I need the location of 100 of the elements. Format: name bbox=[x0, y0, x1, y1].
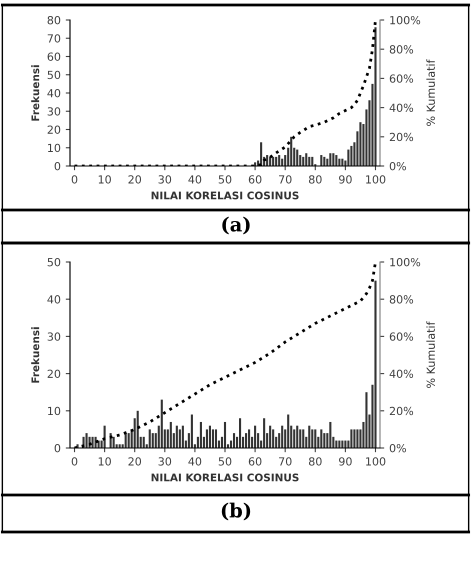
bar bbox=[278, 155, 280, 166]
bar bbox=[178, 429, 181, 448]
y2-tick-label: 40% bbox=[390, 370, 414, 378]
y2-tick-label: 80% bbox=[390, 45, 414, 54]
x-tick-label: 60 bbox=[248, 457, 262, 466]
bar bbox=[86, 433, 88, 448]
y-tick-label: 80 bbox=[48, 16, 60, 24]
y-tick-label: 10 bbox=[48, 144, 60, 152]
y-tick-label: 30 bbox=[48, 332, 60, 341]
bar bbox=[320, 155, 322, 166]
bar bbox=[365, 392, 368, 448]
bar bbox=[293, 429, 296, 448]
bar bbox=[311, 156, 314, 166]
bar bbox=[374, 280, 377, 448]
bar bbox=[182, 426, 184, 448]
x-tick-label: 80 bbox=[308, 457, 322, 466]
y2-tick-label: 80% bbox=[390, 295, 414, 304]
x-tick-label: 90 bbox=[339, 457, 352, 466]
bar bbox=[308, 426, 310, 448]
bar bbox=[263, 418, 266, 448]
bar bbox=[170, 422, 172, 448]
bar bbox=[212, 429, 214, 448]
bar bbox=[314, 429, 316, 448]
bar bbox=[335, 155, 338, 166]
x-tick-label: 20 bbox=[128, 175, 142, 184]
bar bbox=[142, 436, 145, 448]
bar bbox=[281, 426, 284, 448]
x-tick-label: 0 bbox=[72, 457, 78, 466]
bar bbox=[224, 422, 226, 448]
y-tick-label: 0 bbox=[54, 162, 60, 170]
y-tick-label: 20 bbox=[48, 370, 60, 378]
x-tick-label: 40 bbox=[188, 457, 202, 466]
bar bbox=[338, 158, 340, 166]
x-tick-label: 10 bbox=[98, 175, 111, 184]
bar bbox=[160, 400, 163, 448]
y2-axis-title: % Kumulatif bbox=[426, 59, 435, 126]
y-tick-label: 0 bbox=[54, 444, 60, 452]
bar bbox=[350, 429, 352, 448]
bar bbox=[353, 429, 356, 448]
y2-tick-label: 20% bbox=[390, 132, 414, 142]
bar bbox=[308, 156, 310, 166]
y-axis-title: Frekuensi bbox=[31, 65, 40, 121]
y2-tick-label: 40% bbox=[390, 104, 414, 112]
bar bbox=[238, 418, 242, 448]
bar bbox=[214, 429, 218, 448]
x-axis-title: NILAI KORELASI COSINUS bbox=[152, 192, 299, 200]
bar bbox=[254, 426, 256, 448]
y2-axis-title: % Kumulatif bbox=[426, 321, 435, 388]
bar bbox=[296, 426, 298, 448]
bar bbox=[176, 426, 178, 448]
y-tick-label: 10 bbox=[48, 406, 60, 416]
x-tick-label: 0 bbox=[72, 175, 78, 184]
bar bbox=[311, 429, 314, 448]
bar bbox=[320, 429, 322, 448]
y2-tick-label: 20% bbox=[390, 406, 414, 416]
y2-tick-label: 0% bbox=[390, 444, 406, 452]
bar bbox=[148, 429, 151, 448]
y-tick-label: 70 bbox=[48, 34, 60, 43]
x-tick-label: 90 bbox=[339, 175, 352, 184]
y-tick-label: 40 bbox=[47, 295, 60, 304]
bar bbox=[290, 136, 292, 166]
bar bbox=[359, 122, 362, 166]
bar bbox=[128, 433, 130, 448]
bar bbox=[272, 429, 274, 448]
x-tick-label: 10 bbox=[98, 457, 111, 466]
x-tick-label: 100 bbox=[366, 457, 386, 466]
bar bbox=[305, 153, 308, 166]
x-tick-label: 30 bbox=[158, 175, 172, 184]
bar bbox=[332, 153, 334, 166]
x-tick-label: 100 bbox=[366, 175, 386, 184]
y2-tick-label: 100% bbox=[390, 258, 420, 266]
x-tick-label: 70 bbox=[279, 457, 292, 466]
x-tick-label: 50 bbox=[218, 175, 232, 184]
y-tick-label: 50 bbox=[48, 258, 60, 266]
y2-tick-label: 100% bbox=[390, 16, 420, 24]
x-axis-title: NILAI KORELASI COSINUS bbox=[152, 474, 299, 482]
bar bbox=[232, 433, 236, 448]
bar bbox=[329, 153, 332, 166]
bar bbox=[245, 433, 248, 448]
y2-tick-label: 0% bbox=[390, 162, 406, 170]
bar bbox=[136, 410, 139, 448]
y-tick-label: 50 bbox=[48, 70, 60, 80]
text: (a) bbox=[222, 216, 250, 234]
bar bbox=[374, 27, 377, 166]
bar bbox=[356, 429, 358, 448]
y-axis-title: Frekuensi bbox=[31, 327, 40, 383]
bar bbox=[152, 433, 154, 448]
bar bbox=[347, 150, 350, 166]
bar bbox=[302, 429, 304, 448]
y-tick-label: 60 bbox=[48, 52, 60, 61]
bar bbox=[190, 414, 193, 448]
bar bbox=[302, 156, 304, 166]
bar bbox=[299, 429, 302, 448]
y2-tick-label: 60% bbox=[390, 74, 414, 83]
bar bbox=[206, 429, 208, 448]
x-tick-label: 80 bbox=[308, 175, 322, 184]
x-tick-label: 20 bbox=[128, 457, 142, 466]
bar bbox=[266, 155, 268, 166]
bar bbox=[341, 158, 344, 166]
bar bbox=[350, 146, 352, 166]
